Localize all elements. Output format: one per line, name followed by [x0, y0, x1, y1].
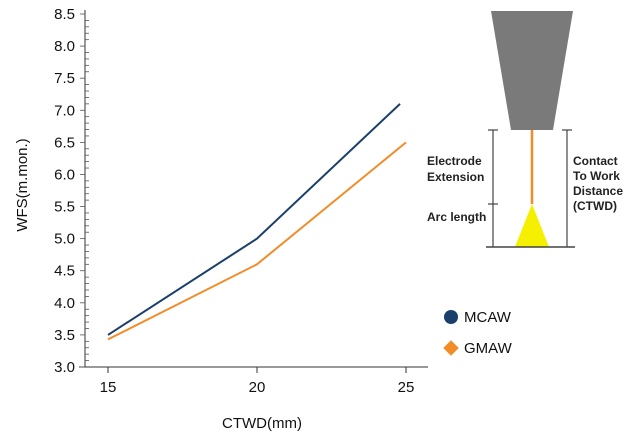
y-tick-label: 7.0	[54, 102, 75, 119]
y-tick-label: 4.0	[54, 295, 75, 312]
axis-layer	[79, 10, 428, 368]
legend: MCAW GMAW	[443, 309, 513, 357]
y-tick-label: 3.0	[54, 359, 75, 376]
ctwd-diagram: Electrode Extension Arc length Contact T…	[427, 11, 626, 248]
y-tick-label: 6.5	[54, 134, 75, 151]
welding-torch-nozzle	[491, 11, 573, 130]
legend-label-gmaw: GMAW	[464, 340, 513, 357]
x-tick-label: 25	[398, 379, 415, 396]
series-layer	[107, 103, 407, 341]
y-tick-label: 5.0	[54, 231, 75, 248]
y-axis-ticks: 3.0 3.5 4.0 4.5 5.0 5.5 6.0 6.5 7.0 7.5 8.0 8.5	[54, 6, 75, 376]
legend-label-mcaw: MCAW	[464, 309, 512, 326]
electrode-extension-label: Electrode Extension	[427, 154, 485, 184]
arc-length-label: Arc length	[427, 210, 486, 224]
series-line-mcaw	[107, 103, 401, 336]
y-tick-label: 5.5	[54, 199, 75, 216]
y-axis-title: WFS(m.mon.)	[14, 138, 31, 231]
y-tick-label: 7.5	[54, 70, 75, 87]
y-tick-label: 6.0	[54, 166, 75, 183]
y-tick-label: 8.5	[54, 6, 75, 23]
x-axis-title: CTWD(mm)	[222, 415, 302, 432]
x-tick-label: 20	[249, 379, 266, 396]
welding-arc	[515, 204, 549, 247]
x-axis-ticks: 15 20 25	[100, 367, 415, 396]
legend-marker-mcaw	[444, 310, 458, 324]
y-tick-label: 3.5	[54, 327, 75, 344]
legend-marker-gmaw	[443, 340, 459, 356]
ctwd-label: Contact To Work Distance (CTWD)	[573, 154, 626, 213]
y-tick-label: 4.5	[54, 263, 75, 280]
x-tick-label: 15	[100, 379, 117, 396]
y-tick-label: 8.0	[54, 38, 75, 55]
series-line-gmaw	[107, 141, 407, 341]
